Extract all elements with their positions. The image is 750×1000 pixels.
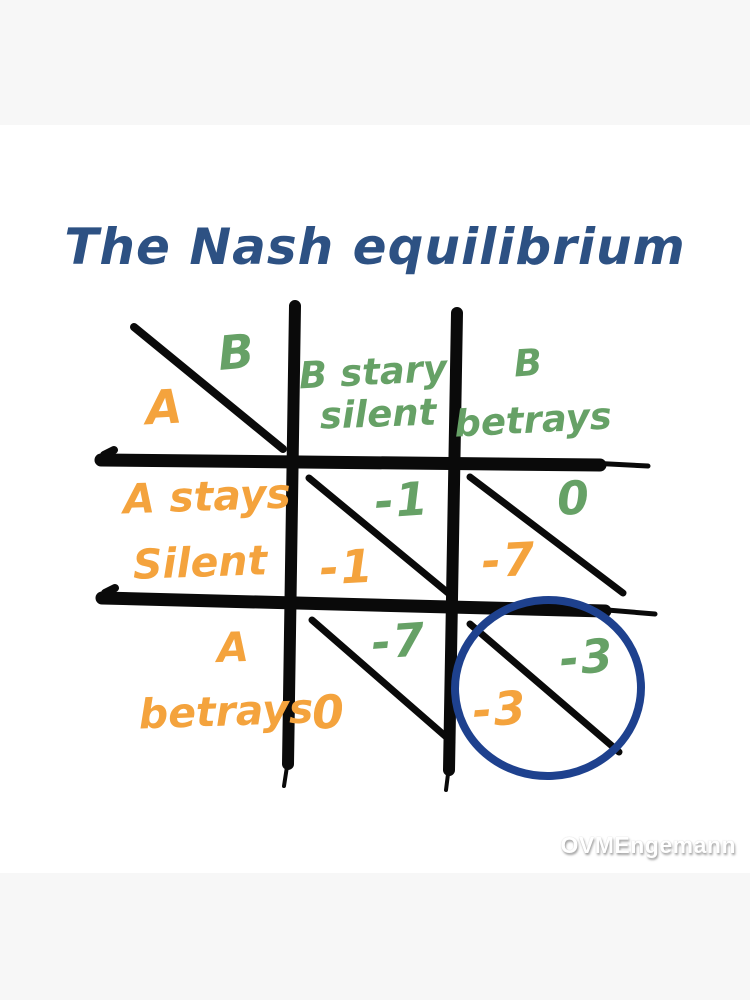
payoff-b-silent-silent: -1 — [372, 471, 432, 529]
letterbox-top — [0, 0, 750, 125]
page-title: The Nash equilibrium — [64, 218, 686, 276]
grid-vline-left — [282, 300, 301, 770]
grid-vline-right — [443, 307, 463, 776]
grid-hline-bottom — [95, 591, 612, 618]
col-header-b-betrays-line1: B — [512, 340, 544, 386]
corner-player-a-label: A — [144, 379, 184, 437]
col-header-b-stays-line1: B stary — [297, 346, 449, 398]
cell-diagonal-betray-silent — [308, 616, 456, 746]
grid-hline-top-hook — [100, 446, 118, 459]
row-header-a-stays-line2: Silent — [132, 536, 268, 589]
payoff-a-betray-silent: 0 — [310, 684, 348, 740]
grid-hline-top-flick — [587, 460, 651, 469]
grid-hline-bottom-flick — [592, 606, 658, 617]
col-header-b-stays-line2: silent — [319, 390, 437, 438]
cell-diagonal-silent-betray — [466, 473, 627, 597]
row-header-a-betrays-line2: betrays — [137, 684, 315, 739]
nash-equilibrium-circle — [451, 595, 645, 781]
grid-hline-top — [94, 453, 607, 472]
row-header-a-betrays-line1: A — [216, 622, 250, 673]
payoff-b-betray-silent: -7 — [369, 612, 429, 670]
cell-diagonal-silent-silent — [305, 474, 457, 601]
grid-vline-right-tail — [444, 764, 451, 792]
corner-player-b-label: B — [215, 324, 257, 382]
artist-watermark: OVMEngemann — [560, 832, 736, 858]
row-header-a-stays-line1: A stays — [122, 469, 292, 524]
letterbox-bottom — [0, 873, 750, 1000]
col-header-b-betrays-line2: betrays — [453, 394, 613, 446]
payoff-a-betray-betray: -3 — [470, 680, 530, 738]
payoff-b-betray-betray: -3 — [557, 627, 617, 687]
cell-diagonal-betray-betray — [466, 620, 623, 756]
payoff-b-silent-betray: 0 — [555, 469, 593, 527]
payoff-a-silent-silent: -1 — [318, 538, 376, 596]
payoff-a-silent-betray: -7 — [480, 531, 538, 589]
corner-diagonal — [130, 323, 287, 453]
grid-vline-left-tail — [282, 758, 290, 788]
artwork-canvas — [0, 125, 750, 873]
grid-hline-bottom-hook — [101, 584, 119, 597]
